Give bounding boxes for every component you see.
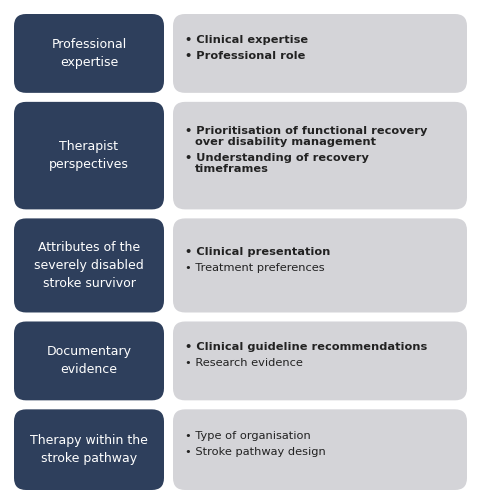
FancyBboxPatch shape [173,410,466,490]
FancyBboxPatch shape [14,322,164,400]
Text: • Clinical expertise: • Clinical expertise [185,35,308,45]
Text: Therapy within the
stroke pathway: Therapy within the stroke pathway [30,434,148,465]
FancyBboxPatch shape [14,218,164,312]
Text: Therapist
perspectives: Therapist perspectives [49,140,129,171]
Text: Attributes of the
severely disabled
stroke survivor: Attributes of the severely disabled stro… [34,241,144,290]
Text: over disability management: over disability management [194,137,375,147]
FancyBboxPatch shape [14,102,164,210]
Text: • Research evidence: • Research evidence [185,358,302,368]
FancyBboxPatch shape [173,322,466,400]
Text: • Prioritisation of functional recovery: • Prioritisation of functional recovery [185,126,427,136]
Text: • Stroke pathway design: • Stroke pathway design [185,447,325,457]
Text: • Treatment preferences: • Treatment preferences [185,262,324,272]
Text: timeframes: timeframes [194,164,268,174]
FancyBboxPatch shape [173,14,466,93]
FancyBboxPatch shape [14,14,164,93]
Text: Documentary
evidence: Documentary evidence [47,346,131,376]
FancyBboxPatch shape [173,218,466,312]
FancyBboxPatch shape [14,410,164,490]
Text: • Clinical guideline recommendations: • Clinical guideline recommendations [185,342,426,352]
Text: • Type of organisation: • Type of organisation [185,431,310,441]
Text: • Professional role: • Professional role [185,50,305,60]
Text: • Understanding of recovery: • Understanding of recovery [185,153,368,163]
Text: • Clinical presentation: • Clinical presentation [185,247,330,257]
Text: Professional
expertise: Professional expertise [51,38,126,69]
FancyBboxPatch shape [173,102,466,210]
